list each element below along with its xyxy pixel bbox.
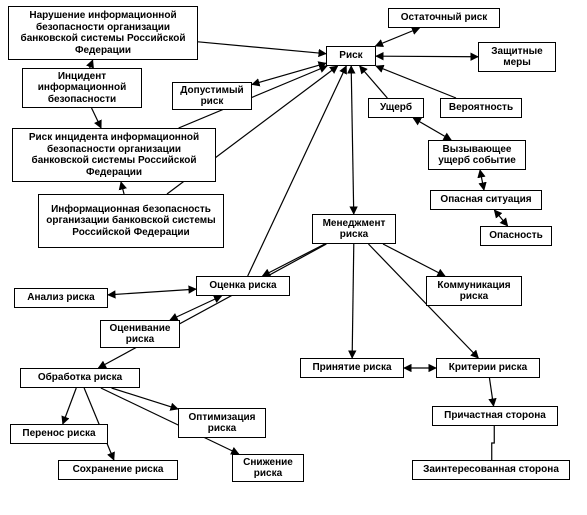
node-n22: Перенос риска <box>10 424 108 444</box>
node-n14: Опасность <box>480 226 552 246</box>
node-n6: Допустимый риск <box>172 82 252 110</box>
node-n2: Остаточный риск <box>388 8 500 28</box>
node-n21: Критерии риска <box>436 358 540 378</box>
node-n24: Причастная сторона <box>432 406 558 426</box>
node-n7: Ущерб <box>368 98 424 118</box>
node-n23: Оптимизация риска <box>178 408 266 438</box>
node-n4: Риск <box>326 46 376 66</box>
node-n12: Опасная ситуация <box>430 190 542 210</box>
node-n9: Риск инцидента информационной безопаснос… <box>12 128 216 182</box>
node-n11: Информационная безопасность организации … <box>38 194 224 248</box>
node-n20: Принятие риска <box>300 358 404 378</box>
node-n19: Обработка риска <box>20 368 140 388</box>
node-n18: Оценивание риска <box>100 320 180 348</box>
node-n13: Менеджмент риска <box>312 214 396 244</box>
node-n16: Анализ риска <box>14 288 108 308</box>
node-n15: Оценка риска <box>196 276 290 296</box>
node-n27: Заинтересованная сторона <box>412 460 570 480</box>
node-n26: Снижение риска <box>232 454 304 482</box>
node-n10: Вызывающее ущерб событие <box>428 140 526 170</box>
node-n5: Инцидент информационной безопасности <box>22 68 142 108</box>
node-n8: Вероятность <box>440 98 522 118</box>
diagram-canvas: Нарушение информационной безопасности ор… <box>0 0 587 515</box>
node-n25: Сохранение риска <box>58 460 178 480</box>
node-n17: Коммуникация риска <box>426 276 522 306</box>
node-n3: Защитные меры <box>478 42 556 72</box>
node-n1: Нарушение информационной безопасности ор… <box>8 6 198 60</box>
